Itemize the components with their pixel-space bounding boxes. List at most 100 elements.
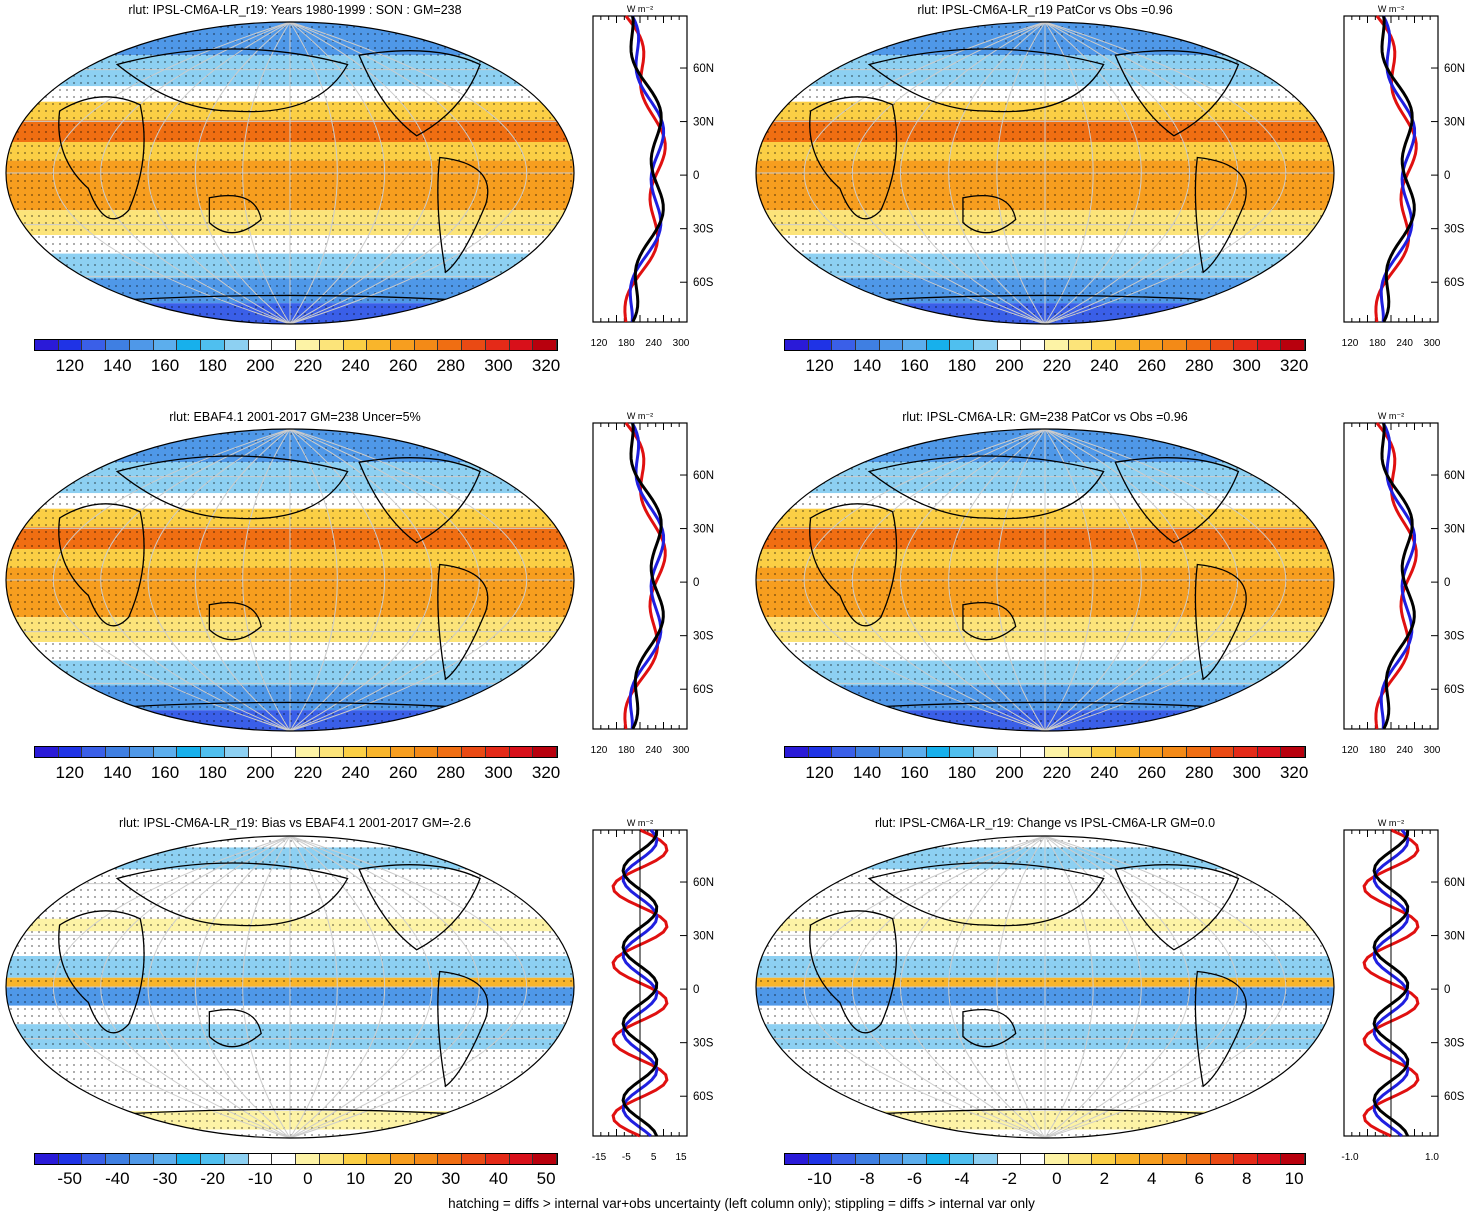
graticule-meridian	[996, 22, 1046, 324]
map-panel-2	[755, 21, 1335, 325]
graticule-meridian	[289, 22, 528, 324]
coastline	[867, 48, 1105, 113]
colorbar-tick-label: 300	[1232, 356, 1261, 375]
map-panel-1	[5, 21, 575, 325]
colorbar-swatch	[1186, 1154, 1211, 1164]
zonal-xtick-label: 300	[673, 745, 690, 756]
map-panel-3	[5, 428, 575, 732]
colorbar-tick-label: 10	[1284, 1169, 1304, 1188]
colorbar-swatch	[177, 1154, 202, 1164]
colorbar-tick-label: 260	[388, 763, 418, 782]
colorbar-swatch	[462, 1154, 486, 1164]
coastline	[1114, 50, 1240, 137]
coastline	[1114, 864, 1240, 951]
graticule-meridian	[242, 429, 291, 731]
colorbar-swatch	[785, 1154, 809, 1164]
colorbar-swatch	[1068, 1154, 1093, 1164]
lat-label: 30S	[1444, 1038, 1465, 1050]
coastline	[867, 455, 1105, 520]
colorbar-swatch	[785, 340, 809, 350]
colorbar-tick-label: 200	[995, 356, 1024, 375]
zonal-xtick-label: 5	[651, 1152, 657, 1163]
colorbar-tick-label: 320	[531, 763, 561, 782]
colorbar-swatch	[1186, 747, 1211, 757]
colorbar-swatch	[35, 340, 59, 350]
colorbar	[34, 1153, 558, 1165]
coastline	[437, 563, 489, 681]
graticule-meridian	[289, 22, 385, 324]
graticule-meridian	[851, 22, 1046, 324]
coastline	[115, 862, 349, 927]
colorbar-tick-label: 220	[293, 763, 323, 782]
colorbar-swatch	[224, 747, 249, 757]
colorbar-swatch	[1210, 747, 1235, 757]
colorbar-swatch	[201, 340, 225, 350]
colorbar-labels: -50 -40 -30 -20 -10 0 10 20 30 40 50	[34, 1169, 558, 1191]
colorbar-tick-label: -6	[906, 1169, 923, 1188]
zonal-xtick-label: 300	[1424, 338, 1441, 349]
graticule-meridian	[52, 22, 291, 324]
colorbar-swatch	[1092, 340, 1116, 350]
graticule-meridian	[147, 836, 291, 1138]
colorbar-swatch	[1281, 1154, 1306, 1164]
graticule-meridian	[803, 429, 1046, 731]
colorbar-swatch	[438, 1154, 463, 1164]
colorbar-swatch	[997, 340, 1022, 350]
colorbar-swatch	[509, 1154, 534, 1164]
colorbar-tick-label: 200	[246, 356, 275, 375]
graticule-meridian	[1044, 836, 1190, 1138]
colorbar-swatch	[974, 340, 998, 350]
colorbar-labels: 120 140 160 180 200 220 240 260 280 300 320	[784, 763, 1308, 785]
zonal-mean-line	[1374, 422, 1418, 730]
colorbar-swatch	[153, 1154, 178, 1164]
coastline	[1194, 563, 1247, 681]
graticule-meridian	[1044, 22, 1094, 324]
zonal-xtick-label: 300	[1424, 745, 1441, 756]
lat-label: 0	[693, 984, 699, 996]
map-panel-5	[5, 835, 575, 1139]
coastline	[58, 910, 145, 1034]
colorbar-tick-label: 180	[198, 763, 227, 782]
colorbar-tick-label: 280	[436, 763, 465, 782]
graticule-meridian	[289, 836, 528, 1138]
graticule-meridian	[900, 22, 1046, 324]
colorbar-swatch	[997, 1154, 1022, 1164]
colorbar-swatch	[272, 340, 297, 350]
colorbar-tick-label: 0	[303, 1169, 313, 1188]
zonal-unit: W m⁻²	[627, 411, 653, 421]
colorbar-tick-label: 320	[531, 356, 561, 375]
coastline	[115, 455, 349, 520]
zonal-xtick-label: 180	[618, 745, 635, 756]
colorbar-swatch	[903, 747, 927, 757]
colorbar-tick-label: 240	[1090, 763, 1119, 782]
colorbar-tick-label: 20	[393, 1169, 413, 1188]
colorbar-swatch	[129, 747, 154, 757]
colorbar-tick-label: 240	[1090, 356, 1119, 375]
coastline	[358, 50, 481, 137]
colorbar-swatch	[1021, 747, 1046, 757]
zonal-mean-plot-1: W m⁻² 60N 30N 0 30S 60S 120 180 240 300	[591, 4, 714, 349]
colorbar-tick-label: 320	[1279, 356, 1309, 375]
colorbar-tick-label: 140	[103, 763, 132, 782]
graticule-meridian	[851, 836, 1046, 1138]
colorbar-swatch	[1068, 747, 1093, 757]
colorbar	[784, 746, 1306, 758]
graticule-meridian	[1044, 22, 1239, 324]
colorbar-tick-label: 180	[947, 356, 977, 375]
colorbar-swatch	[1234, 747, 1258, 757]
colorbar-swatch	[1045, 747, 1069, 757]
colorbar-swatch	[319, 340, 344, 350]
colorbar-tick-label: 180	[198, 356, 227, 375]
graticule-meridian	[851, 429, 1046, 731]
colorbar-swatch	[903, 340, 927, 350]
panel-title: rlut: EBAF4.1 2001-2017 GM=238 Uncer=5%	[169, 410, 421, 424]
colorbar-swatch	[832, 1154, 856, 1164]
zonal-mean-line	[623, 15, 667, 323]
colorbar-tick-label: 10	[346, 1169, 365, 1188]
graticule-meridian	[242, 836, 291, 1138]
lat-label: 60S	[1444, 684, 1465, 696]
colorbar-labels: -10 -8 -6 -4 -2 0 2 4 6 8 10	[784, 1169, 1306, 1191]
colorbar-swatch	[391, 747, 415, 757]
lat-label: 60S	[693, 1091, 714, 1103]
graticule-meridian	[996, 429, 1046, 731]
